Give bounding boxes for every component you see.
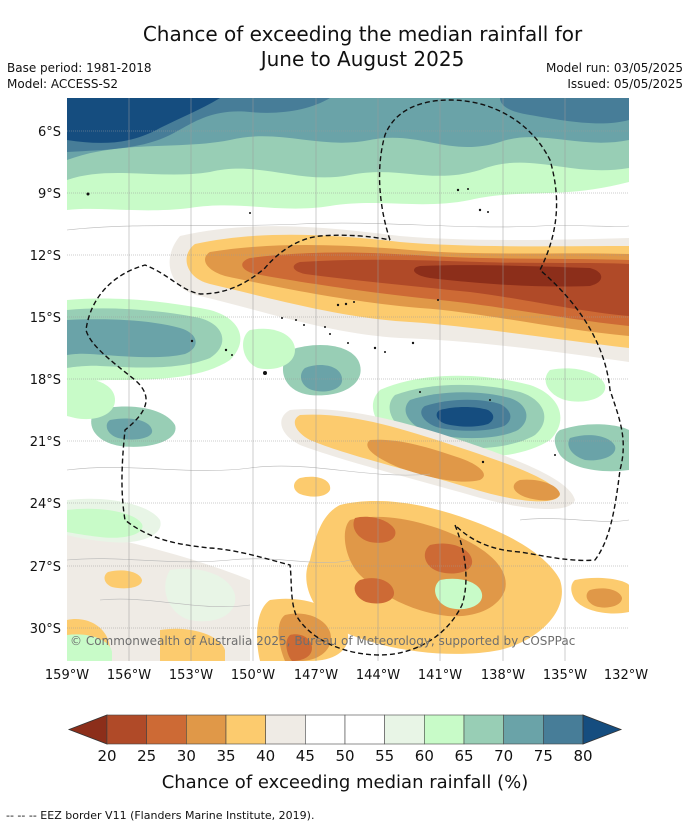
- map-plot-area: [67, 98, 629, 661]
- contour-lines: [67, 222, 629, 607]
- colorbar-cell: [424, 714, 465, 745]
- lon-label: 141°W: [418, 668, 462, 683]
- lat-label: 24°S: [30, 497, 61, 512]
- lon-label: 138°W: [481, 668, 525, 683]
- lat-label: 21°S: [30, 435, 61, 450]
- islands: [86, 188, 556, 464]
- wet-patch-se-core: [568, 435, 616, 461]
- colorbar-cell: [265, 714, 306, 745]
- colorbar-title: Chance of exceeding median rainfall (%): [162, 772, 529, 793]
- base-period: Base period: 1981-2018: [7, 61, 152, 75]
- dry-south-40: [67, 530, 250, 661]
- meta-right: Model run: 03/05/2025 Issued: 05/05/2025: [546, 60, 683, 92]
- meta-left: Base period: 1981-2018 Model: ACCESS-S2: [7, 60, 152, 92]
- lon-label: 135°W: [543, 668, 587, 683]
- colorbar-tick-label: 65: [454, 747, 473, 765]
- eez-footnote: -- -- -- EEZ border V11 (Flanders Marine…: [6, 809, 315, 822]
- gridlines: [67, 130, 629, 629]
- colorbar-tick-label: 40: [256, 747, 275, 765]
- wet-light-w-65: [67, 508, 143, 538]
- dry-mid-30b: [513, 479, 560, 501]
- lon-label: 156°W: [107, 668, 151, 683]
- wet-light-mid: [243, 328, 295, 370]
- lon-label: 153°W: [169, 668, 213, 683]
- lat-label: 12°S: [30, 249, 61, 264]
- wet-west-75: [67, 319, 196, 358]
- colorbar: 20 25 30 35 40 45 50 55 60 65 70 75 80 Chance of exc…: [67, 714, 623, 793]
- lon-label: 159°W: [45, 668, 89, 683]
- dry-se-30: [586, 588, 622, 608]
- dry-south-25: [353, 516, 396, 543]
- colorbar-cell: [106, 714, 147, 745]
- wet-light-sw: [67, 634, 112, 661]
- meridians: [128, 98, 566, 661]
- title-line-1: Chance of exceeding the median rainfall …: [142, 22, 583, 46]
- issued-date: Issued: 05/05/2025: [567, 77, 683, 91]
- lat-label: 6°S: [38, 125, 61, 140]
- colorbar-tick-label: 25: [137, 747, 156, 765]
- dry-south-25c: [354, 578, 395, 604]
- dry-band-core: [414, 265, 602, 287]
- map-title: Chance of exceeding the median rainfall …: [0, 22, 690, 72]
- lat-labels: 6°S 9°S 12°S 15°S 18°S 21°S 24°S 27°S 30…: [30, 125, 61, 637]
- colorbar-tick-label: 70: [494, 747, 513, 765]
- wet-patch-sw-core: [106, 418, 153, 440]
- eez-border: [85, 99, 624, 656]
- model-run: Model run: 03/05/2025: [545, 61, 683, 75]
- wet-light-s2: [435, 578, 483, 610]
- colorbar-ticks: 20 25 30 35 40 45 50 55 60 65 70 75 80: [97, 747, 592, 765]
- colorbar-cell: [503, 714, 544, 745]
- colorbar-tick-label: 50: [335, 747, 354, 765]
- colorbar-tick-label: 75: [534, 747, 553, 765]
- colorbar-cell: [186, 714, 227, 745]
- model-name: Model: ACCESS-S2: [7, 77, 119, 91]
- wet-patch-ne: [500, 98, 629, 124]
- map-credit: © Commonwealth of Australia 2025, Bureau…: [70, 634, 576, 648]
- lat-label: 18°S: [30, 373, 61, 388]
- dry-south-25b: [424, 543, 473, 574]
- colorbar-cell: [463, 714, 504, 745]
- dry-small-mid: [294, 476, 331, 497]
- lon-label: 144°W: [356, 668, 400, 683]
- lon-label: 132°W: [604, 668, 648, 683]
- colorbar-cell: [344, 714, 385, 745]
- lon-labels: 159°W 156°W 153°W 150°W 147°W 144°W 141°…: [45, 668, 648, 683]
- colorbar-cells: [106, 714, 584, 745]
- wet-blob-85: [436, 407, 494, 427]
- dry-sw-25: [286, 634, 312, 661]
- dry-bottom-35: [160, 628, 225, 661]
- colorbar-max-arrow: [582, 714, 623, 745]
- colorbar-cell: [305, 714, 346, 745]
- dry-mid-30: [367, 439, 484, 482]
- wet-light-s: [165, 568, 236, 622]
- colorbar-tick-label: 60: [415, 747, 434, 765]
- colorbar-tick-label: 55: [375, 747, 394, 765]
- colorbar-tick-label: 20: [97, 747, 116, 765]
- colorbar-tick-label: 80: [573, 747, 592, 765]
- lat-label: 30°S: [30, 622, 61, 637]
- colorbar-tick-label: 30: [177, 747, 196, 765]
- wet-band-north-85: [67, 98, 220, 143]
- lat-label: 15°S: [30, 311, 61, 326]
- lon-label: 150°W: [231, 668, 275, 683]
- colorbar-cell: [146, 714, 187, 745]
- colorbar-tick-label: 45: [296, 747, 315, 765]
- lon-label: 147°W: [294, 668, 338, 683]
- lat-label: 27°S: [30, 560, 61, 575]
- colorbar-cell: [384, 714, 425, 745]
- dry-small-w: [104, 570, 142, 589]
- colorbar-cell: [225, 714, 266, 745]
- colorbar-cell: [543, 714, 584, 745]
- wet-light-e: [545, 368, 606, 402]
- colorbar-min-arrow: [67, 714, 108, 745]
- lat-label: 9°S: [38, 187, 61, 202]
- title-line-2: June to August 2025: [260, 47, 465, 71]
- wet-patch-mid-left-core: [300, 365, 343, 392]
- wet-light-w2: [67, 378, 115, 420]
- colorbar-tick-label: 35: [216, 747, 235, 765]
